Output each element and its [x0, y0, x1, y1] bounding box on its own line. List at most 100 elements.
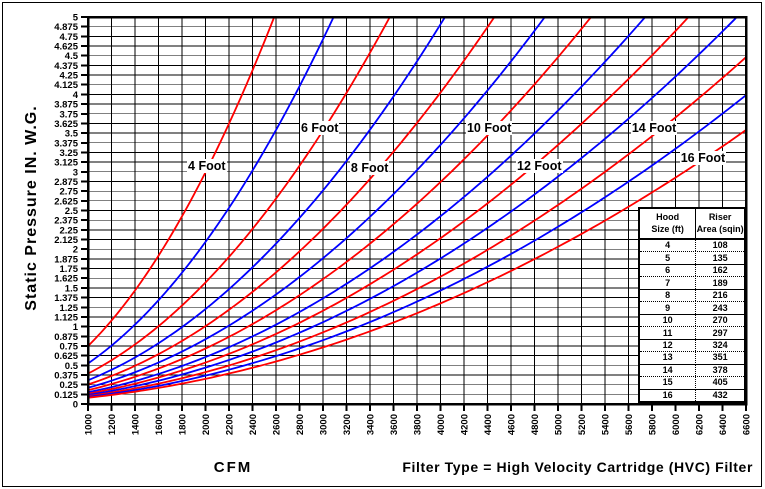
cell-riser-area: 351 [712, 352, 728, 363]
y-tick-label: 3.625 [54, 119, 78, 130]
curve-7-foot [87, 16, 446, 382]
y-axis-title: Static Pressure IN. W.G. [23, 105, 40, 311]
x-tick-label: 1600 [154, 414, 165, 435]
x-tick-label: 5000 [554, 414, 565, 435]
table-row-hood-15: 15 405 [640, 377, 744, 390]
y-tick-label: 2.5 [65, 206, 79, 217]
y-tick-label: 4.875 [54, 22, 78, 33]
x-tick-label: 2000 [201, 414, 212, 435]
y-tick-label: 2.75 [60, 187, 79, 198]
x-tick-label: 6600 [742, 414, 753, 435]
cell-hood-size: 13 [640, 352, 697, 364]
curve-label-16-foot: 16 Foot [679, 150, 727, 165]
cell-riser-area: 243 [712, 302, 728, 313]
y-tick-label: 0.75 [60, 341, 79, 352]
x-tick-label: 5400 [601, 414, 612, 435]
y-tick-label: 0.875 [54, 332, 78, 343]
hood-size-curves [87, 16, 747, 399]
x-tick-label: 2800 [295, 414, 306, 435]
x-tick-label: 3400 [366, 414, 377, 435]
x-tick-label: 3600 [389, 414, 400, 435]
filter-type-label: Filter Type = High Velocity Cartridge (H… [402, 459, 753, 475]
curve-12-foot [87, 16, 690, 395]
x-tick-label: 6000 [671, 414, 682, 435]
x-tick-label: 1200 [107, 414, 118, 435]
y-tick-label: 4.625 [54, 42, 78, 53]
x-tick-label: 4000 [436, 414, 447, 435]
curve-label-6-foot: 6 Foot [299, 120, 340, 135]
table-row-hood-4: 4 108 [640, 240, 744, 253]
y-tick-label: 5 [73, 13, 79, 24]
y-tick-label: 3.125 [54, 158, 78, 169]
x-tick-label: 6200 [695, 414, 706, 435]
curve-11-foot [87, 16, 646, 394]
curve-16-foot [87, 129, 747, 399]
table-row-hood-8: 8 216 [640, 290, 744, 303]
curve-label-4-foot: 4 Foot [187, 159, 227, 174]
x-axis-title: CFM [213, 459, 253, 476]
tick-labels: 00.1250.250.3750.50.6250.750.87511.1251.… [54, 13, 752, 436]
axes-frame [81, 15, 748, 411]
y-tick-label: 1.875 [54, 254, 78, 265]
table-row-hood-16: 16 432 [640, 389, 744, 401]
header-hood-line1: Hood [656, 212, 680, 222]
cell-riser-area: 135 [712, 252, 728, 263]
x-tick-label: 3200 [342, 414, 353, 435]
y-tick-label: 2.125 [54, 235, 78, 246]
curve-10-foot [87, 16, 592, 392]
curve-label-12-foot: 12 Foot [516, 159, 563, 174]
y-tick-label: 4 [73, 90, 79, 101]
table-row-hood-9: 9 243 [640, 302, 744, 315]
table-row-hood-11: 11 297 [640, 327, 744, 340]
x-tick-label: 1800 [178, 414, 189, 435]
table-header-riser-area: Riser Area (sqin) [696, 209, 744, 238]
table-row-hood-7: 7 189 [640, 277, 744, 290]
y-tick-label: 0.625 [54, 351, 78, 362]
cell-riser-area: 297 [712, 327, 728, 338]
y-tick-label: 3.5 [65, 129, 79, 140]
x-tick-label: 6400 [718, 414, 729, 435]
table-row-hood-5: 5 135 [640, 252, 744, 265]
table-header-hood-size: Hood Size (ft) [640, 209, 697, 238]
curve-14-foot [87, 56, 747, 397]
y-tick-label: 2.625 [54, 196, 78, 207]
x-tick-label: 4400 [483, 414, 494, 435]
cell-hood-size: 6 [640, 265, 697, 277]
y-tick-label: 1.375 [54, 293, 78, 304]
y-tick-label: 0 [73, 400, 78, 411]
cell-riser-area: 378 [712, 364, 728, 375]
y-tick-label: 2 [73, 245, 78, 256]
x-tick-label: 3000 [319, 414, 330, 435]
cell-hood-size: 4 [640, 240, 697, 252]
table-header-row: Hood Size (ft) Riser Area (sqin) [640, 209, 744, 240]
cell-riser-area: 405 [712, 377, 728, 388]
x-tick-label: 3800 [413, 414, 424, 435]
cell-riser-area: 216 [712, 290, 728, 301]
y-tick-label: 3.25 [60, 148, 79, 159]
curve-label-8-foot: 8 Foot [349, 160, 390, 175]
header-riser-line2: Area (sqin) [696, 224, 744, 234]
x-tick-label: 4600 [507, 414, 518, 435]
cell-hood-size: 10 [640, 315, 697, 327]
x-tick-label: 5600 [624, 414, 635, 435]
x-tick-label: 1000 [84, 414, 95, 435]
y-tick-label: 3 [73, 167, 78, 178]
cell-hood-size: 8 [640, 290, 697, 302]
cell-hood-size: 11 [640, 327, 697, 339]
curve-13-foot [87, 16, 738, 396]
table-row-hood-6: 6 162 [640, 265, 744, 278]
table-row-hood-10: 10 270 [640, 315, 744, 328]
y-tick-label: 2.25 [60, 225, 79, 236]
y-tick-label: 0.125 [54, 390, 78, 401]
x-tick-label: 2600 [272, 414, 283, 435]
cell-riser-area: 432 [712, 389, 728, 400]
curve-15-foot [87, 94, 747, 398]
header-riser-line1: Riser [708, 212, 732, 222]
x-tick-label: 4200 [460, 414, 471, 435]
hood-riser-table: Hood Size (ft) Riser Area (sqin) 4 108 5 13… [638, 207, 746, 403]
table-row-hood-13: 13 351 [640, 352, 744, 365]
y-tick-label: 1.625 [54, 274, 78, 285]
y-tick-label: 4.125 [54, 80, 78, 91]
